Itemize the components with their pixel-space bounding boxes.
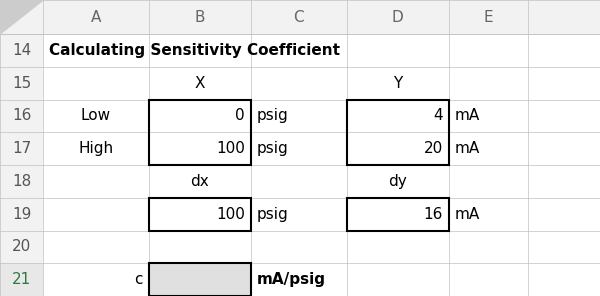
Text: Y: Y xyxy=(393,76,403,91)
Polygon shape xyxy=(0,0,43,34)
Bar xyxy=(0,165,43,198)
Text: c: c xyxy=(134,272,143,287)
Bar xyxy=(347,198,449,231)
Text: E: E xyxy=(484,9,493,25)
Bar xyxy=(347,99,449,165)
Text: Calculating Sensitivity Coefficient: Calculating Sensitivity Coefficient xyxy=(49,43,340,58)
Text: A: A xyxy=(91,9,101,25)
Text: D: D xyxy=(392,9,404,25)
Bar xyxy=(0,198,43,231)
Bar xyxy=(0,132,43,165)
Bar xyxy=(149,198,251,231)
Text: 100: 100 xyxy=(216,141,245,156)
Bar xyxy=(0,99,43,132)
Text: 16: 16 xyxy=(12,108,31,123)
Text: High: High xyxy=(79,141,113,156)
Text: 16: 16 xyxy=(424,207,443,222)
Text: 20: 20 xyxy=(12,239,31,254)
Text: 14: 14 xyxy=(12,43,31,58)
Bar xyxy=(0,34,43,67)
Text: psig: psig xyxy=(257,108,289,123)
Text: 0.160: 0.160 xyxy=(197,272,245,287)
Bar xyxy=(0,67,43,99)
Text: dx: dx xyxy=(190,174,209,189)
Text: psig: psig xyxy=(257,141,289,156)
Text: X: X xyxy=(194,76,205,91)
Text: 20: 20 xyxy=(424,141,443,156)
Text: 0: 0 xyxy=(235,108,245,123)
Bar xyxy=(0,0,600,34)
Text: 19: 19 xyxy=(12,207,31,222)
Text: C: C xyxy=(293,9,304,25)
Text: mA: mA xyxy=(455,108,480,123)
Text: 17: 17 xyxy=(12,141,31,156)
Text: 100: 100 xyxy=(216,207,245,222)
Text: Low: Low xyxy=(81,108,111,123)
Text: dy: dy xyxy=(388,174,407,189)
Bar xyxy=(0,231,43,263)
Text: 18: 18 xyxy=(12,174,31,189)
Bar xyxy=(149,263,251,296)
Bar xyxy=(149,99,251,165)
Bar xyxy=(0,263,43,296)
Text: 15: 15 xyxy=(12,76,31,91)
Text: mA/psig: mA/psig xyxy=(257,272,326,287)
Text: 21: 21 xyxy=(12,272,31,287)
Text: mA: mA xyxy=(455,141,480,156)
Text: psig: psig xyxy=(257,207,289,222)
Text: B: B xyxy=(194,9,205,25)
Text: mA: mA xyxy=(455,207,480,222)
Text: 4: 4 xyxy=(433,108,443,123)
